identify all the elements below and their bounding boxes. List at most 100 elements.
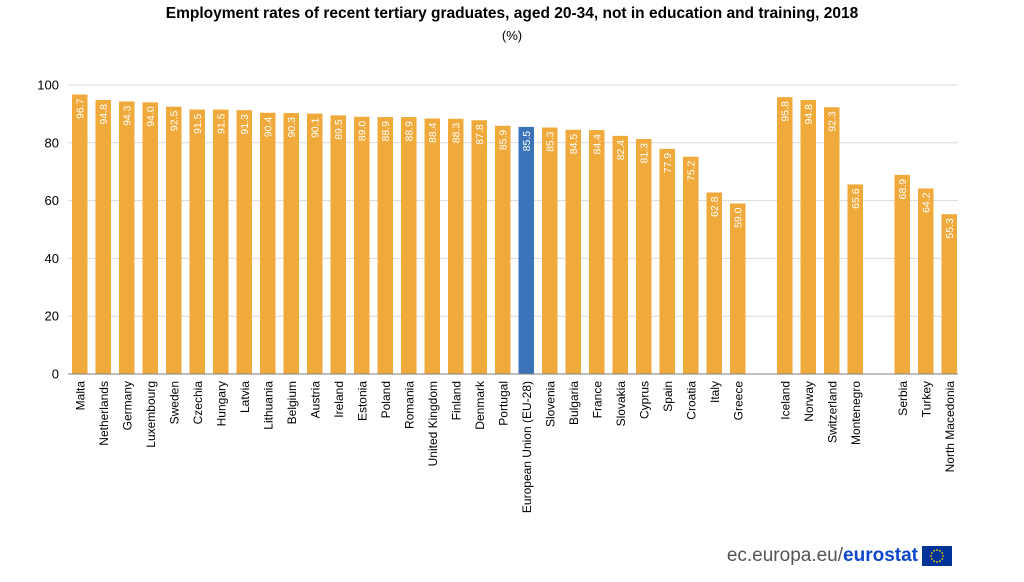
- y-tick-label: 20: [45, 309, 59, 324]
- footer-brand: eurostat: [843, 545, 918, 566]
- x-tick-label: Norway: [802, 381, 816, 422]
- x-tick-label: Belgium: [285, 381, 299, 424]
- x-tick-label: Romania: [402, 381, 416, 429]
- bar: [847, 184, 863, 374]
- data-label: 84.4: [592, 134, 604, 155]
- x-tick-label: Luxembourg: [144, 381, 158, 448]
- x-tick-label: Turkey: [919, 381, 933, 417]
- bar: [401, 117, 417, 374]
- bar: [189, 109, 205, 374]
- data-label: 88.4: [427, 122, 439, 143]
- data-label: 82.4: [615, 140, 627, 161]
- data-label: 94.0: [145, 106, 157, 127]
- bar: [236, 110, 252, 374]
- bar: [95, 100, 111, 374]
- data-label: 88.9: [380, 121, 392, 142]
- bar: [213, 109, 229, 374]
- bar: [377, 117, 393, 374]
- bar: [283, 113, 299, 375]
- x-tick-label: Croatia: [684, 381, 698, 420]
- data-label: 87.8: [474, 124, 486, 145]
- bar: [119, 101, 135, 375]
- data-label: 92.3: [827, 111, 839, 132]
- data-labels: 96.7 94.8 94.3 94.0 92.5 91.5 91.5 91.3 90.4 90.3…: [75, 98, 957, 238]
- data-label: 90.3: [286, 117, 298, 138]
- x-tick-label: Cyprus: [637, 381, 651, 419]
- x-tick-label: Iceland: [778, 381, 792, 420]
- data-label: 91.5: [192, 113, 204, 134]
- data-label: 85.5: [521, 131, 533, 152]
- bar: [307, 113, 323, 375]
- x-tick-label: Denmark: [473, 380, 487, 430]
- x-tick-label: European Union (EU-28): [520, 381, 534, 513]
- bar: [612, 135, 628, 374]
- bar: [166, 106, 182, 375]
- x-tick-label: Bulgaria: [567, 381, 581, 425]
- x-tick-label: United Kingdom: [426, 381, 440, 466]
- x-tick-label: Malta: [73, 381, 87, 411]
- data-label: 89.0: [357, 121, 369, 142]
- data-label: 91.5: [216, 113, 228, 134]
- x-tick-label: Germany: [120, 381, 134, 430]
- data-label: 64.2: [921, 192, 933, 213]
- bar: [330, 115, 346, 374]
- data-label: 81.3: [639, 143, 651, 164]
- bar: [777, 97, 793, 374]
- bar: [894, 174, 910, 374]
- x-tick-label: Italy: [708, 381, 722, 403]
- data-label: 84.5: [568, 134, 580, 155]
- bar: [518, 126, 534, 374]
- y-tick-label: 60: [45, 193, 59, 208]
- x-tick-label: Poland: [379, 381, 393, 418]
- x-tick-label: North Macedonia: [943, 381, 957, 473]
- bar: [495, 125, 511, 375]
- x-tick-label: Greece: [731, 381, 745, 421]
- bar-chart: 0 20 40 60 80 100 96.7 94.8 94.3 94.0 92.5 91.5 91.…: [37, 78, 958, 513]
- data-label: 88.3: [451, 123, 463, 144]
- x-tick-label: Latvia: [238, 381, 252, 413]
- eu-flag-icon: [922, 546, 952, 566]
- x-tick-label: Montenegro: [849, 381, 863, 445]
- footer-site: ec.europa.eu/: [726, 545, 844, 566]
- bar: [142, 102, 158, 374]
- data-label: 90.1: [310, 117, 322, 138]
- bar: [448, 118, 464, 374]
- data-label: 65.6: [850, 188, 862, 209]
- data-label: 85.3: [545, 131, 557, 152]
- x-tick-label: Slovenia: [543, 381, 557, 427]
- x-tick-label: Sweden: [167, 381, 181, 424]
- bar: [565, 129, 581, 374]
- bar: [659, 148, 675, 374]
- data-label: 96.7: [75, 98, 87, 119]
- bar: [918, 188, 934, 374]
- eurostat-footer: ec.europa.eu/eurostat: [727, 544, 952, 568]
- bar: [800, 100, 816, 374]
- x-tick-label: Serbia: [896, 381, 910, 416]
- bar: [941, 214, 957, 374]
- data-label: 62.8: [709, 196, 721, 217]
- bar: [354, 116, 370, 374]
- bar: [636, 139, 652, 374]
- data-label: 59.0: [733, 207, 745, 228]
- data-label: 55.3: [944, 218, 956, 239]
- chart-subtitle: (%): [501, 28, 523, 43]
- x-tick-label: Estonia: [355, 381, 369, 421]
- x-tick-label: Lithuania: [261, 381, 275, 430]
- data-label: 92.5: [169, 111, 181, 132]
- data-label: 89.5: [333, 119, 345, 140]
- chart-title: Employment rates of recent tertiary grad…: [165, 5, 859, 22]
- bar: [542, 127, 558, 374]
- bar: [824, 107, 840, 375]
- x-tick-label: Portugal: [496, 381, 510, 426]
- bar: [260, 112, 276, 374]
- y-tick-label: 40: [45, 251, 59, 266]
- x-tick-label: Hungary: [214, 381, 228, 426]
- data-label: 88.9: [404, 121, 416, 142]
- bar: [683, 156, 699, 374]
- y-axis-ticks: 0 20 40 60 80 100: [37, 78, 59, 382]
- bars: [72, 94, 957, 375]
- bar: [424, 118, 440, 374]
- x-tick-label: Switzerland: [825, 381, 839, 443]
- data-label: 95.8: [780, 101, 792, 122]
- x-tick-label: Slovakia: [614, 381, 628, 427]
